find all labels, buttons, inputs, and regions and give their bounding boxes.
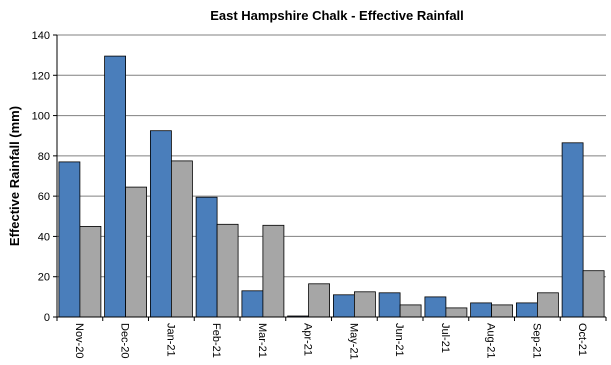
bar	[241, 290, 264, 318]
y-tick-label: 0	[44, 312, 50, 324]
bar	[170, 160, 193, 318]
bar	[308, 283, 331, 318]
bar	[378, 292, 401, 318]
y-tick-label: 140	[32, 30, 50, 42]
bar	[399, 304, 422, 318]
axes	[53, 34, 607, 321]
gridlines	[57, 34, 606, 278]
x-tick-label: Nov-20	[73, 323, 85, 358]
bar	[79, 225, 102, 318]
x-tick-label: Jan-21	[164, 323, 176, 357]
bar	[195, 196, 218, 318]
bar	[491, 304, 514, 318]
bar	[445, 307, 468, 318]
x-tick-label: Sep-21	[530, 323, 542, 358]
x-tick-label: Oct-21	[576, 323, 588, 356]
y-tick-label: 100	[32, 111, 50, 123]
bar	[424, 296, 447, 318]
x-tick-label: Mar-21	[256, 323, 268, 358]
y-tick-labels: 0 20 40 60 80 100 120 140	[32, 30, 50, 324]
y-axis-label: Effective Rainfall (mm)	[7, 106, 22, 246]
bar	[516, 302, 538, 318]
y-tick-label: 120	[32, 70, 50, 82]
x-tick-label: Aug-21	[485, 323, 497, 358]
y-tick-label: 40	[38, 231, 50, 243]
bar	[561, 142, 584, 318]
y-tick-label: 20	[38, 272, 50, 284]
bar	[125, 186, 147, 318]
bar	[216, 223, 239, 318]
y-tick-label: 80	[38, 151, 50, 163]
chart-title: East Hampshire Chalk - Effective Rainfal…	[210, 8, 464, 23]
bar	[470, 302, 493, 318]
x-tick-label: Jun-21	[393, 323, 405, 357]
y-tick-label: 60	[38, 191, 50, 203]
bar	[332, 294, 355, 318]
bar	[104, 55, 126, 318]
x-tick-label: May-21	[347, 323, 359, 360]
bar	[582, 270, 605, 318]
x-tick-labels: Nov-20 Dec-20 Jan-21 Feb-21 Mar-21 Apr-21 May-…	[73, 323, 588, 360]
x-tick-label: Feb-21	[210, 323, 222, 358]
x-tick-label: Apr-21	[302, 323, 314, 356]
bar	[149, 130, 172, 318]
bar	[537, 292, 559, 318]
x-tick-label: Jul-21	[439, 323, 451, 353]
bars	[58, 55, 605, 318]
x-tick-label: Dec-20	[119, 323, 131, 358]
bar	[353, 291, 376, 318]
bar	[262, 224, 285, 318]
bar	[58, 161, 81, 318]
